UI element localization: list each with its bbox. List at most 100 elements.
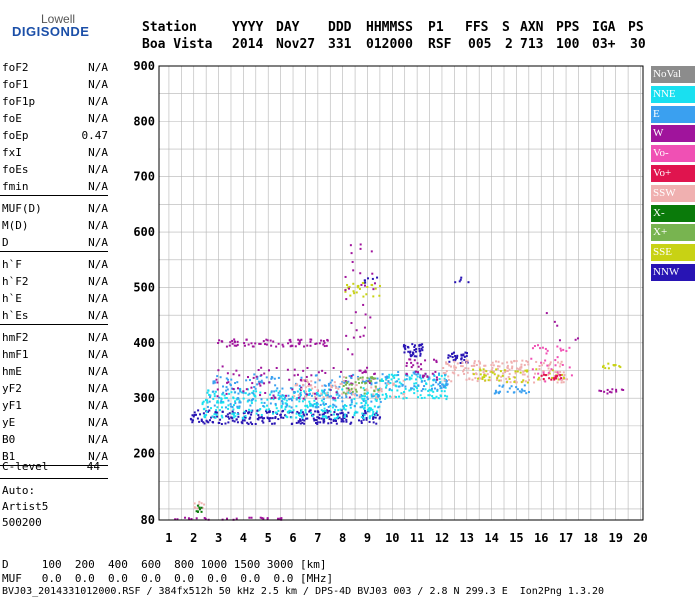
data-point xyxy=(252,376,255,379)
data-point xyxy=(322,339,325,342)
data-point xyxy=(560,377,563,380)
data-point xyxy=(291,388,294,391)
data-point xyxy=(542,362,545,365)
data-point xyxy=(351,260,354,263)
data-point xyxy=(318,379,321,382)
data-point xyxy=(236,405,239,408)
data-point xyxy=(231,405,234,408)
data-point xyxy=(435,359,438,362)
data-point xyxy=(247,423,250,426)
data-point xyxy=(544,380,547,383)
data-point xyxy=(216,415,219,418)
data-point xyxy=(369,376,372,379)
data-point xyxy=(266,517,269,520)
data-point xyxy=(317,378,320,381)
header-value: 005 xyxy=(468,37,492,52)
data-point xyxy=(330,413,333,416)
data-point xyxy=(345,387,348,390)
data-point xyxy=(364,411,367,414)
param-value: 0.47 xyxy=(81,129,109,142)
data-point xyxy=(482,371,485,374)
param-name: fxI xyxy=(2,146,22,159)
x-tick-label: 8 xyxy=(339,531,346,545)
data-point xyxy=(372,288,375,291)
data-point xyxy=(432,397,435,400)
data-point xyxy=(493,392,496,395)
data-point xyxy=(384,386,387,389)
data-point xyxy=(258,416,261,419)
data-point xyxy=(404,378,407,381)
data-point xyxy=(447,375,450,378)
data-point xyxy=(358,382,361,385)
data-point xyxy=(363,392,366,395)
param-name: yE xyxy=(2,416,16,429)
data-point xyxy=(515,360,518,363)
data-point xyxy=(234,391,237,394)
data-point xyxy=(200,506,203,509)
data-point xyxy=(301,421,304,424)
data-point xyxy=(302,397,305,400)
data-point xyxy=(355,291,358,294)
data-point xyxy=(289,340,292,343)
data-point xyxy=(372,421,375,424)
data-point xyxy=(377,390,380,393)
data-point xyxy=(531,368,534,371)
data-point xyxy=(416,375,419,378)
param-name: h`Es xyxy=(2,309,29,322)
data-point xyxy=(310,384,313,387)
data-point xyxy=(538,376,541,379)
data-point xyxy=(345,418,348,421)
param-value: N/A xyxy=(88,365,108,378)
data-point xyxy=(333,381,336,384)
data-point xyxy=(202,400,205,403)
data-point xyxy=(366,391,369,394)
data-point xyxy=(249,421,252,424)
data-point xyxy=(281,401,284,404)
data-point xyxy=(289,397,292,400)
data-point xyxy=(373,405,376,408)
data-point xyxy=(287,394,290,397)
data-point xyxy=(410,366,413,369)
data-point xyxy=(342,414,345,417)
data-point xyxy=(202,421,205,424)
data-point xyxy=(366,392,369,395)
data-point xyxy=(521,359,524,362)
data-point xyxy=(360,421,363,424)
data-point xyxy=(236,421,239,424)
data-point xyxy=(298,413,301,416)
data-point xyxy=(233,412,236,415)
data-point xyxy=(216,381,219,384)
data-point xyxy=(506,390,509,393)
data-point xyxy=(274,404,277,407)
data-point xyxy=(474,377,477,380)
data-point xyxy=(250,402,253,405)
data-point xyxy=(438,381,441,384)
data-point xyxy=(306,344,309,347)
header-value: 100 xyxy=(556,37,580,52)
data-point xyxy=(411,343,414,346)
data-point xyxy=(252,397,255,400)
data-point xyxy=(475,372,478,375)
data-point xyxy=(393,374,396,377)
data-point xyxy=(299,418,302,421)
data-point xyxy=(360,393,363,396)
data-point xyxy=(305,417,308,420)
data-point xyxy=(320,392,323,395)
data-point xyxy=(225,415,228,418)
data-point xyxy=(193,506,196,509)
data-point xyxy=(306,393,309,396)
data-point xyxy=(211,415,214,418)
param-name: B0 xyxy=(2,433,16,446)
data-point xyxy=(350,322,353,325)
data-point xyxy=(340,382,343,385)
header-value: 331 xyxy=(328,37,352,52)
data-point xyxy=(280,405,283,408)
data-point xyxy=(405,362,408,365)
data-point xyxy=(337,387,340,390)
data-point xyxy=(318,413,321,416)
data-point xyxy=(290,416,293,419)
data-point xyxy=(479,377,482,380)
data-point xyxy=(364,281,367,284)
data-point xyxy=(352,282,355,285)
data-point xyxy=(513,359,516,362)
